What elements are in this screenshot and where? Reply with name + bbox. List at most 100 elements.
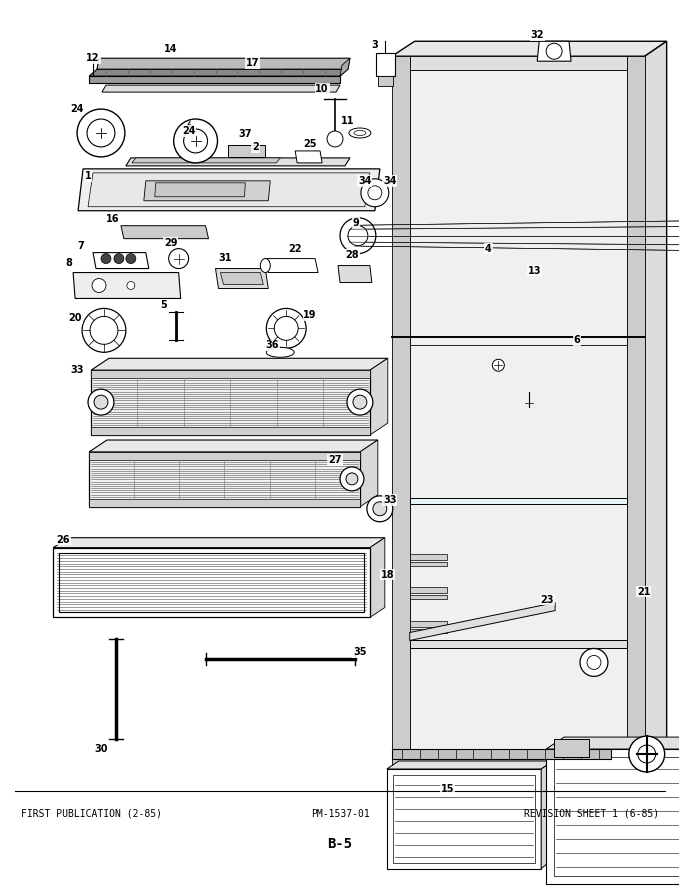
Polygon shape (216, 269, 269, 288)
Text: 12: 12 (86, 53, 100, 63)
Text: 2: 2 (252, 142, 258, 152)
Circle shape (353, 395, 367, 409)
Polygon shape (546, 737, 680, 749)
Circle shape (347, 389, 373, 415)
Polygon shape (89, 452, 360, 460)
Polygon shape (387, 761, 553, 769)
Polygon shape (89, 69, 348, 77)
Circle shape (587, 655, 601, 669)
Text: 13: 13 (528, 265, 541, 276)
Text: REVISION SHEET 1 (6-85): REVISION SHEET 1 (6-85) (524, 809, 659, 819)
Text: 33: 33 (70, 365, 84, 376)
Circle shape (274, 317, 298, 340)
Polygon shape (376, 53, 395, 77)
Circle shape (373, 502, 387, 516)
Polygon shape (220, 272, 263, 285)
Circle shape (267, 309, 306, 348)
Polygon shape (392, 759, 645, 773)
Text: 6: 6 (574, 336, 581, 345)
Circle shape (88, 389, 114, 415)
Polygon shape (89, 440, 378, 452)
Polygon shape (102, 85, 340, 92)
Ellipse shape (354, 131, 366, 135)
Text: 31: 31 (219, 253, 232, 263)
Circle shape (629, 736, 664, 772)
Circle shape (101, 254, 111, 263)
Polygon shape (265, 259, 318, 272)
Circle shape (184, 129, 207, 153)
Text: 35: 35 (353, 647, 367, 658)
Polygon shape (126, 158, 350, 166)
Circle shape (368, 186, 382, 199)
Circle shape (90, 317, 118, 344)
Circle shape (580, 649, 608, 676)
Polygon shape (97, 58, 350, 69)
Polygon shape (53, 547, 370, 618)
Circle shape (94, 395, 108, 409)
Polygon shape (370, 359, 388, 435)
Polygon shape (78, 169, 380, 211)
Text: 15: 15 (441, 784, 454, 794)
Text: 32: 32 (530, 30, 544, 40)
Circle shape (169, 248, 188, 269)
Polygon shape (541, 761, 553, 869)
Text: 22: 22 (288, 244, 302, 254)
Polygon shape (91, 370, 370, 435)
Text: 20: 20 (68, 313, 82, 323)
Text: 34: 34 (383, 176, 396, 186)
Text: 33: 33 (383, 495, 396, 505)
Circle shape (367, 496, 393, 522)
Circle shape (546, 44, 562, 60)
Circle shape (348, 226, 368, 246)
Text: B-5: B-5 (328, 837, 352, 851)
Polygon shape (627, 56, 645, 759)
Text: 23: 23 (541, 595, 554, 604)
Polygon shape (340, 58, 350, 77)
Circle shape (87, 119, 115, 147)
Polygon shape (360, 440, 378, 506)
Circle shape (92, 279, 106, 293)
Text: PM-1537-01: PM-1537-01 (311, 809, 369, 819)
Ellipse shape (260, 259, 270, 272)
Polygon shape (91, 370, 370, 378)
Polygon shape (392, 56, 410, 759)
Polygon shape (143, 181, 270, 201)
Text: 1: 1 (84, 171, 91, 181)
Text: 24: 24 (182, 126, 195, 136)
Text: 27: 27 (328, 455, 342, 465)
Text: 25: 25 (303, 139, 317, 149)
Text: 34: 34 (358, 176, 372, 186)
Polygon shape (228, 145, 265, 157)
Text: 10: 10 (316, 85, 329, 94)
Polygon shape (392, 749, 611, 759)
Polygon shape (410, 498, 627, 504)
Text: 36: 36 (265, 340, 279, 351)
Polygon shape (73, 272, 181, 298)
Text: 18: 18 (381, 570, 394, 579)
Polygon shape (89, 77, 340, 83)
Polygon shape (387, 769, 541, 869)
Circle shape (173, 119, 218, 163)
Circle shape (340, 467, 364, 491)
Text: 21: 21 (637, 587, 651, 596)
Circle shape (638, 745, 656, 763)
Text: 24: 24 (70, 104, 84, 114)
Polygon shape (295, 151, 322, 163)
Text: 4: 4 (485, 244, 492, 254)
Text: 11: 11 (341, 116, 355, 126)
Polygon shape (53, 538, 385, 547)
Polygon shape (410, 587, 447, 594)
Text: 9: 9 (352, 218, 359, 228)
Polygon shape (537, 41, 571, 61)
Polygon shape (645, 41, 666, 759)
Polygon shape (410, 621, 447, 627)
Circle shape (340, 218, 376, 254)
Text: 5: 5 (160, 301, 167, 311)
Circle shape (492, 360, 505, 371)
Polygon shape (91, 359, 388, 370)
Circle shape (77, 109, 125, 157)
Text: FIRST PUBLICATION (2-85): FIRST PUBLICATION (2-85) (21, 809, 163, 819)
Polygon shape (554, 739, 589, 757)
Circle shape (346, 473, 358, 485)
Text: 37: 37 (239, 129, 252, 139)
